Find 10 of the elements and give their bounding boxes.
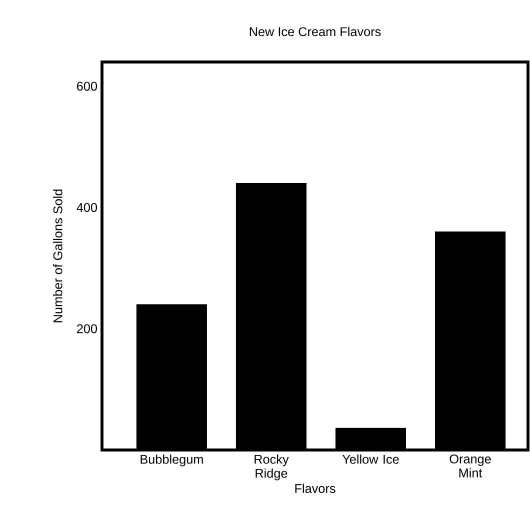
y-tick-label: 600: [77, 82, 98, 91]
x-tick-label: Rocky Ridge: [254, 454, 289, 480]
chart-title: New Ice Cream Flavors: [250, 26, 381, 36]
x-tick-label: Orange Mint: [450, 454, 491, 478]
x-tick-label: Bubblegum: [140, 454, 203, 466]
y-axis-title: Number of Gallons Sold: [53, 190, 62, 322]
x-axis-title: Flavors: [295, 484, 336, 493]
y-tick-label: 200: [77, 324, 98, 334]
x-tick-label: Yellow Ice: [342, 454, 399, 464]
y-tick-label: 400: [76, 203, 98, 212]
